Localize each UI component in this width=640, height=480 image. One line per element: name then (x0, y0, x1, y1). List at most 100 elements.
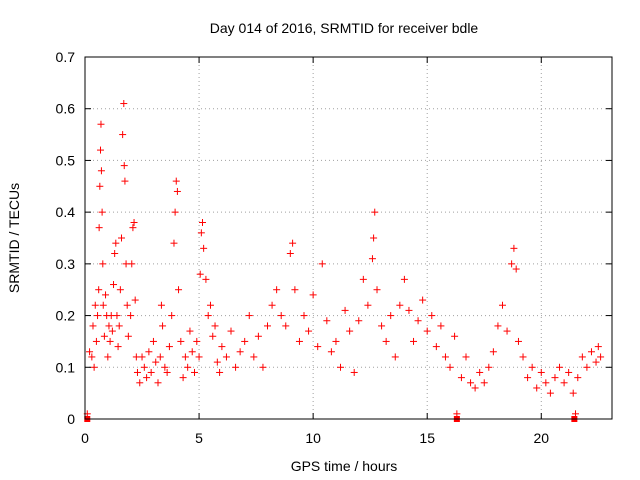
data-point (594, 343, 602, 351)
data-point (437, 322, 445, 330)
data-point (97, 146, 105, 154)
data-point (446, 363, 454, 371)
x-tick-label: 10 (305, 430, 321, 446)
data-point (168, 312, 176, 320)
data-point (373, 286, 381, 294)
data-point (277, 312, 285, 320)
data-point (414, 317, 422, 325)
data-point (154, 379, 162, 387)
data-point (98, 208, 106, 216)
data-point (161, 363, 169, 371)
data-point (560, 379, 568, 387)
data-point (96, 182, 104, 190)
data-point (512, 265, 520, 273)
data-point (341, 306, 349, 314)
data-point (143, 374, 151, 382)
data-point (289, 239, 297, 247)
data-point (350, 368, 358, 376)
data-point (370, 234, 378, 242)
data-point (476, 368, 484, 376)
data-point (88, 353, 96, 361)
data-point (371, 208, 379, 216)
data-point (236, 348, 244, 356)
data-point (494, 322, 502, 330)
data-point (186, 327, 194, 335)
data-point (428, 312, 436, 320)
data-point (400, 275, 408, 283)
data-point (327, 348, 335, 356)
data-point (578, 353, 586, 361)
data-point (503, 327, 511, 335)
data-point (583, 363, 591, 371)
data-point (115, 322, 123, 330)
data-point (556, 363, 564, 371)
data-point (489, 348, 497, 356)
data-point (542, 379, 550, 387)
data-point (245, 312, 253, 320)
data-point (451, 332, 459, 340)
data-point (480, 379, 488, 387)
data-point (441, 353, 449, 361)
data-point (86, 348, 94, 356)
y-axis-label: SRMTID / TECUs (6, 183, 22, 293)
data-point (200, 244, 208, 252)
data-point (391, 353, 399, 361)
data-point (498, 301, 506, 309)
data-point (106, 337, 114, 345)
data-point (196, 270, 204, 278)
y-tick-label: 0 (67, 411, 75, 427)
data-point (195, 353, 203, 361)
x-tick-label: 0 (81, 430, 89, 446)
data-point (524, 374, 532, 382)
data-point (202, 275, 210, 283)
y-tick-label: 0.4 (56, 204, 76, 220)
data-point (264, 322, 272, 330)
data-point (533, 384, 541, 392)
data-point (90, 363, 98, 371)
data-point (94, 312, 102, 320)
data-point (508, 260, 516, 268)
x-tick-label: 15 (419, 430, 435, 446)
data-point (100, 332, 108, 340)
data-point (173, 187, 181, 195)
data-point (147, 368, 155, 376)
data-point (124, 332, 132, 340)
data-point (197, 229, 205, 237)
data-point (528, 363, 536, 371)
data-point (145, 348, 153, 356)
data-point (462, 353, 470, 361)
data-point (97, 167, 105, 175)
data-point (149, 337, 157, 345)
data-point (410, 337, 418, 345)
data-point (95, 286, 103, 294)
data-point (457, 374, 465, 382)
data-point (112, 239, 120, 247)
data-point (250, 353, 258, 361)
y-tick-label: 0.1 (56, 359, 76, 375)
data-point (133, 368, 141, 376)
x-tick-label: 20 (533, 430, 549, 446)
data-point (314, 343, 322, 351)
data-point (432, 343, 440, 351)
data-point (97, 120, 105, 128)
data-point (128, 260, 136, 268)
x-axis-label: GPS time / hours (291, 458, 398, 474)
data-point (116, 286, 124, 294)
data-point (114, 343, 122, 351)
x-tick-label: 5 (195, 430, 203, 446)
data-point (91, 301, 99, 309)
y-tick-label: 0.5 (56, 152, 76, 168)
data-point (193, 337, 201, 345)
data-point (471, 384, 479, 392)
data-point (378, 322, 386, 330)
data-point (175, 286, 183, 294)
data-point (359, 275, 367, 283)
y-tick-label: 0.7 (56, 49, 76, 65)
data-point (211, 322, 219, 330)
data-point (587, 348, 595, 356)
data-point (423, 327, 431, 335)
data-point (129, 224, 137, 232)
data-point (198, 218, 206, 226)
